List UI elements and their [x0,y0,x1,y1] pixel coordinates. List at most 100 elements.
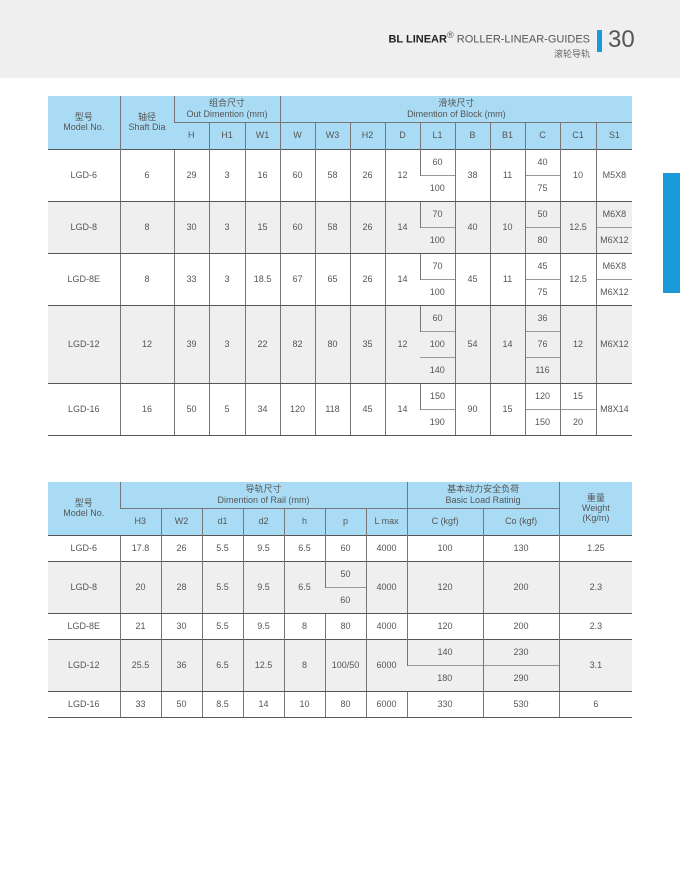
table-row: 180 290 [48,664,632,691]
table-cell: M8X14 [595,382,633,436]
table-row: 100 75 M6X12 [48,278,633,305]
table-cell: 330 [406,690,484,718]
header-shaft: 轴径 Shaft Dia [119,96,174,149]
table-cell: 190 [420,408,456,436]
column-header: H [174,121,209,149]
registered-mark: ® [446,30,454,40]
table-cell: 12 [384,304,421,384]
table-cell: 150 [419,382,456,409]
column-header: Co (kgf) [482,507,560,535]
table-cell: 9.5 [242,612,284,639]
table-cell: 3 [208,304,245,384]
model-cell: LGD-6 [48,534,120,561]
table-cell: 6.5 [201,638,243,692]
table-cell: 11 [489,252,526,306]
table-cell: 6 [119,148,174,202]
table-cell: 12 [559,304,597,384]
table-cell: 4000 [365,534,408,561]
table-row: 60 [48,586,632,613]
table-cell: 35 [349,304,386,384]
table-cell: 3.1 [558,638,633,692]
table-row: LGD-12 25.5 36 6.5 12.5 8 100/50 6000 140 230 3.1 [48,638,633,692]
table-cell: 33 [119,690,161,718]
table-cell: 130 [482,534,560,561]
header-rail-dimension: 导轨尺寸 Dimention of Rail (mm) [119,482,408,508]
table-cell: 22 [244,304,281,384]
model-cell: LGD-8E [48,252,120,306]
column-header: H2 [349,121,386,149]
table-cell: 29 [173,148,209,202]
column-header: L max [365,507,408,535]
table-cell: 60 [279,200,316,254]
table-cell: 34 [244,382,281,436]
table-cell: 38 [454,148,491,202]
column-header: S1 [595,121,633,149]
table-cell: 60 [419,148,456,175]
table-row: 190 150 20 [48,408,632,436]
table-cell: 80 [324,612,366,639]
table-cell: 58 [314,148,351,202]
model-cell: LGD-16 [48,690,120,718]
table-cell: 3 [208,148,245,202]
column-header: W2 [160,507,202,535]
table-row: LGD-6 17.8 26 5.5 9.5 6.5 60 4000 100 130 1.25 [48,534,633,561]
column-header: d1 [201,507,243,535]
table-cell: 30 [173,200,209,254]
table-cell: 200 [482,612,560,639]
table-cell: M6X8 [595,252,633,279]
table-cell: 200 [482,560,560,614]
table-row: LGD-12 12 39 3 22 82 80 35 12 60 54 14 36 12 M6X12 [48,304,633,384]
table-row: LGD-8 20 28 5.5 9.5 6.5 50 4000 120 200 2.3 [48,560,633,614]
table-row: 100 75 [48,174,632,201]
table-cell: 76 [524,330,561,357]
table-cell: 100 [420,278,456,305]
table-cell: 9.5 [242,534,284,561]
table-cell: M6X12 [595,304,633,384]
table-cell: 10 [489,200,526,254]
table-cell: 2.3 [558,612,633,639]
product-line-cn: 滚轮导轨 [553,48,590,59]
table-cell: 150 [524,408,561,436]
page-header-band [0,0,680,78]
table-cell: 40 [524,148,561,175]
table-cell: 18.5 [244,252,281,306]
table-cell: 12 [384,148,421,202]
table-cell: 25.5 [119,638,161,692]
table-cell: 60 [324,534,366,561]
model-cell: LGD-12 [48,638,120,692]
table-cell: 8.5 [201,690,243,718]
table-cell: 10 [559,148,597,202]
accent-bar [597,30,602,52]
table-cell: 60 [325,586,366,613]
table-cell: 100 [420,226,456,253]
column-header: B [454,121,491,149]
table-cell: 39 [173,304,209,384]
table-cell: 11 [489,148,526,202]
header-model: 型号 Model No. [48,482,120,535]
table-cell: 90 [454,382,491,436]
table-cell: 15 [489,382,526,436]
model-cell: LGD-8 [48,560,120,614]
table-cell: 8 [119,252,174,306]
table-cell: 50 [160,690,202,718]
column-header: W1 [244,121,281,149]
table-cell: 15 [559,382,597,409]
table-cell: 65 [314,252,351,306]
table-row: LGD-8 8 30 3 15 60 58 26 14 70 40 10 50 12.5 M6X8 [48,200,633,254]
column-header: h [283,507,325,535]
block-dimension-table: 型号 Model No. 轴径 Shaft Dia 组合尺寸 Out Dimentio… [48,96,633,436]
model-cell: LGD-8 [48,200,120,254]
model-cell: LGD-16 [48,382,120,436]
header-block-dimension: 滑块尺寸 Dimention of Block (mm) [279,96,633,122]
table-row: LGD-8E 8 33 3 18.5 67 65 26 14 70 45 11 45 12.5 M6X8 [48,252,633,306]
table-cell: 45 [454,252,491,306]
table-cell: 118 [314,382,351,436]
table-cell: 140 [406,638,484,665]
table-cell: 5.5 [201,612,243,639]
table-cell: 58 [314,200,351,254]
table-cell: 12.5 [559,252,597,306]
table-cell: 100 [406,534,484,561]
table-cell: 6.5 [283,534,325,561]
table-row: 100 76 [48,330,632,357]
table-cell: 14 [384,200,421,254]
